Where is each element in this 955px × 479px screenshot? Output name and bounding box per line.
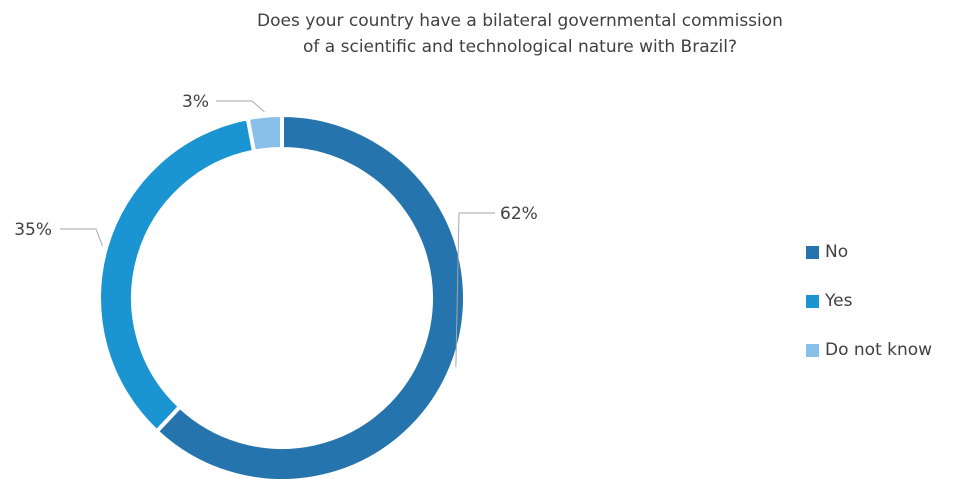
value-label-no: 62% <box>500 204 538 224</box>
chart-legend: No Yes Do not know <box>806 240 932 387</box>
value-label-yes: 35% <box>14 220 52 240</box>
chart-title-line-1: Does your country have a bilateral gover… <box>257 11 783 31</box>
donut-slices <box>97 112 467 479</box>
legend-swatch-yes <box>806 294 819 308</box>
slice-leader-lines <box>60 100 495 367</box>
donut-slice-do-not-know <box>245 112 284 154</box>
legend-label-yes: Yes <box>825 291 853 311</box>
donut-slice-yes <box>97 115 257 435</box>
leader-line-no <box>455 212 495 367</box>
chart-title-line-2: of a scientific and technological nature… <box>303 37 737 57</box>
slice-value-labels: 62% 35% 3% <box>14 92 538 240</box>
chart-title: Does your country have a bilateral gover… <box>180 8 860 60</box>
donut-slice-no <box>153 112 467 479</box>
leader-line-do-not-know <box>216 100 265 113</box>
legend-swatch-no <box>806 245 819 259</box>
legend-swatch-do-not-know <box>806 343 819 357</box>
legend-item-yes: Yes <box>806 289 932 313</box>
leader-line-yes <box>60 228 103 247</box>
legend-label-do-not-know: Do not know <box>825 340 933 360</box>
legend-label-no: No <box>825 242 849 262</box>
legend-item-no: No <box>806 240 932 264</box>
legend-item-do-not-know: Do not know <box>806 338 932 362</box>
value-label-do-not-know: 3% <box>182 92 209 112</box>
